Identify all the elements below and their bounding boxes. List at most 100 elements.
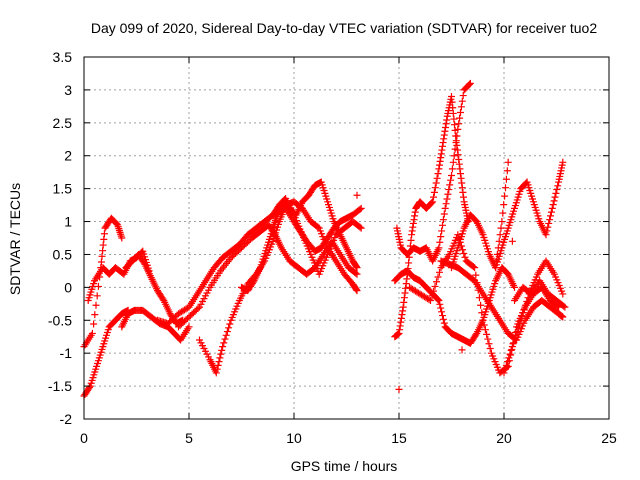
data-point [559, 290, 567, 298]
data-point-dense [518, 313, 526, 321]
data-point-dense [449, 158, 457, 166]
series-track-l [393, 79, 474, 265]
data-point-dense [550, 197, 558, 205]
data-point-dense [522, 301, 530, 309]
data-point [88, 329, 96, 337]
data-point-dense [478, 309, 486, 317]
data-point [353, 270, 361, 278]
data-point-dense [519, 309, 527, 317]
data-point-dense [481, 326, 489, 334]
data-point-dense [436, 268, 443, 276]
data-point-dense [560, 302, 568, 310]
x-tick-label: 10 [286, 430, 302, 446]
data-point-dense [430, 188, 438, 196]
y-tick-label: -1 [60, 345, 73, 361]
data-point [548, 204, 556, 212]
data-point [454, 125, 462, 133]
data-point-dense [439, 312, 446, 320]
data-point-dense [447, 176, 455, 184]
series-track-j [269, 195, 365, 278]
data-point-dense [93, 292, 101, 300]
series-track-k [391, 92, 472, 341]
series-track-b [80, 214, 126, 351]
data-point-dense [501, 192, 509, 200]
data-point-dense [505, 354, 513, 362]
data-point-dense [439, 221, 446, 229]
data-point-dense [544, 223, 552, 231]
axis-ticks: 0 5 10 15 20 25 -2 -1.5 -1 -0.5 0 0.5 1 1.5 2 2.5 3 3.5 [48, 49, 617, 446]
data-point-dense [455, 120, 463, 128]
data-point-dense [92, 301, 100, 309]
data-point [479, 316, 487, 324]
data-point-dense [547, 208, 555, 216]
x-tick-label: 15 [391, 430, 407, 446]
data-point-dense [433, 278, 440, 286]
data-point-dense [503, 167, 511, 175]
data-point-dense [437, 233, 445, 241]
y-tick-label: 0.5 [53, 246, 73, 262]
x-tick-label: 0 [80, 430, 88, 446]
data-point-dense [459, 92, 467, 100]
data-point-dense [472, 271, 480, 279]
data-point-dense [444, 190, 452, 198]
data-point-dense [450, 152, 458, 160]
data-point [504, 158, 512, 166]
data-point-dense [440, 319, 448, 327]
data-points [80, 79, 569, 400]
data-point-dense [440, 210, 448, 218]
data-point [471, 264, 479, 272]
data-point-dense [497, 224, 505, 232]
data-point-dense [495, 237, 503, 245]
data-point-dense [524, 294, 532, 302]
data-point-dense [496, 231, 504, 239]
data-point-dense [504, 358, 512, 366]
data-point-dense [434, 296, 442, 304]
series-track-f [154, 204, 365, 328]
data-point [454, 231, 462, 239]
data-point-dense [430, 193, 437, 201]
y-tick-label: -0.5 [48, 312, 72, 328]
data-point-dense [460, 250, 468, 258]
data-point-dense [502, 361, 510, 369]
data-point-dense [553, 186, 561, 194]
data-point [357, 204, 365, 212]
y-tick-label: -2 [60, 411, 73, 427]
data-point-dense [434, 273, 442, 281]
data-point-dense [221, 335, 229, 343]
data-point-dense [448, 165, 456, 173]
data-point-dense [91, 311, 99, 319]
data-point-dense [223, 328, 231, 336]
data-point-dense [457, 108, 464, 116]
y-axis-label: SDTVAR / TECUs [7, 183, 23, 295]
data-point-dense [438, 308, 446, 316]
data-point-dense [356, 223, 364, 231]
data-point-dense [506, 350, 514, 358]
data-point-dense [214, 361, 222, 369]
data-point-dense [218, 346, 226, 354]
y-tick-label: 2.5 [53, 115, 73, 131]
data-point-dense [438, 227, 446, 235]
data-point-dense [520, 305, 528, 313]
data-point [353, 264, 361, 272]
data-point-dense [85, 384, 93, 392]
data-point-dense [217, 350, 225, 358]
data-point-dense [445, 186, 453, 194]
plot-frame [83, 56, 610, 420]
data-point-dense [225, 324, 233, 332]
data-point-dense [456, 114, 464, 122]
data-point [357, 224, 365, 232]
data-point-dense [430, 287, 437, 295]
data-point [429, 198, 437, 206]
y-tick-label: 1.5 [53, 181, 73, 197]
data-point [353, 191, 361, 199]
data-point-dense [452, 139, 460, 147]
y-tick-label: 1 [64, 214, 72, 230]
data-point-dense [437, 304, 445, 312]
data-point [353, 287, 361, 295]
chart-title: Day 099 of 2020, Sidereal Day-to-day VTE… [91, 20, 598, 36]
data-point [435, 297, 443, 305]
data-point-dense [226, 320, 234, 328]
data-point-dense [216, 354, 224, 362]
y-tick-label: 0 [64, 279, 72, 295]
